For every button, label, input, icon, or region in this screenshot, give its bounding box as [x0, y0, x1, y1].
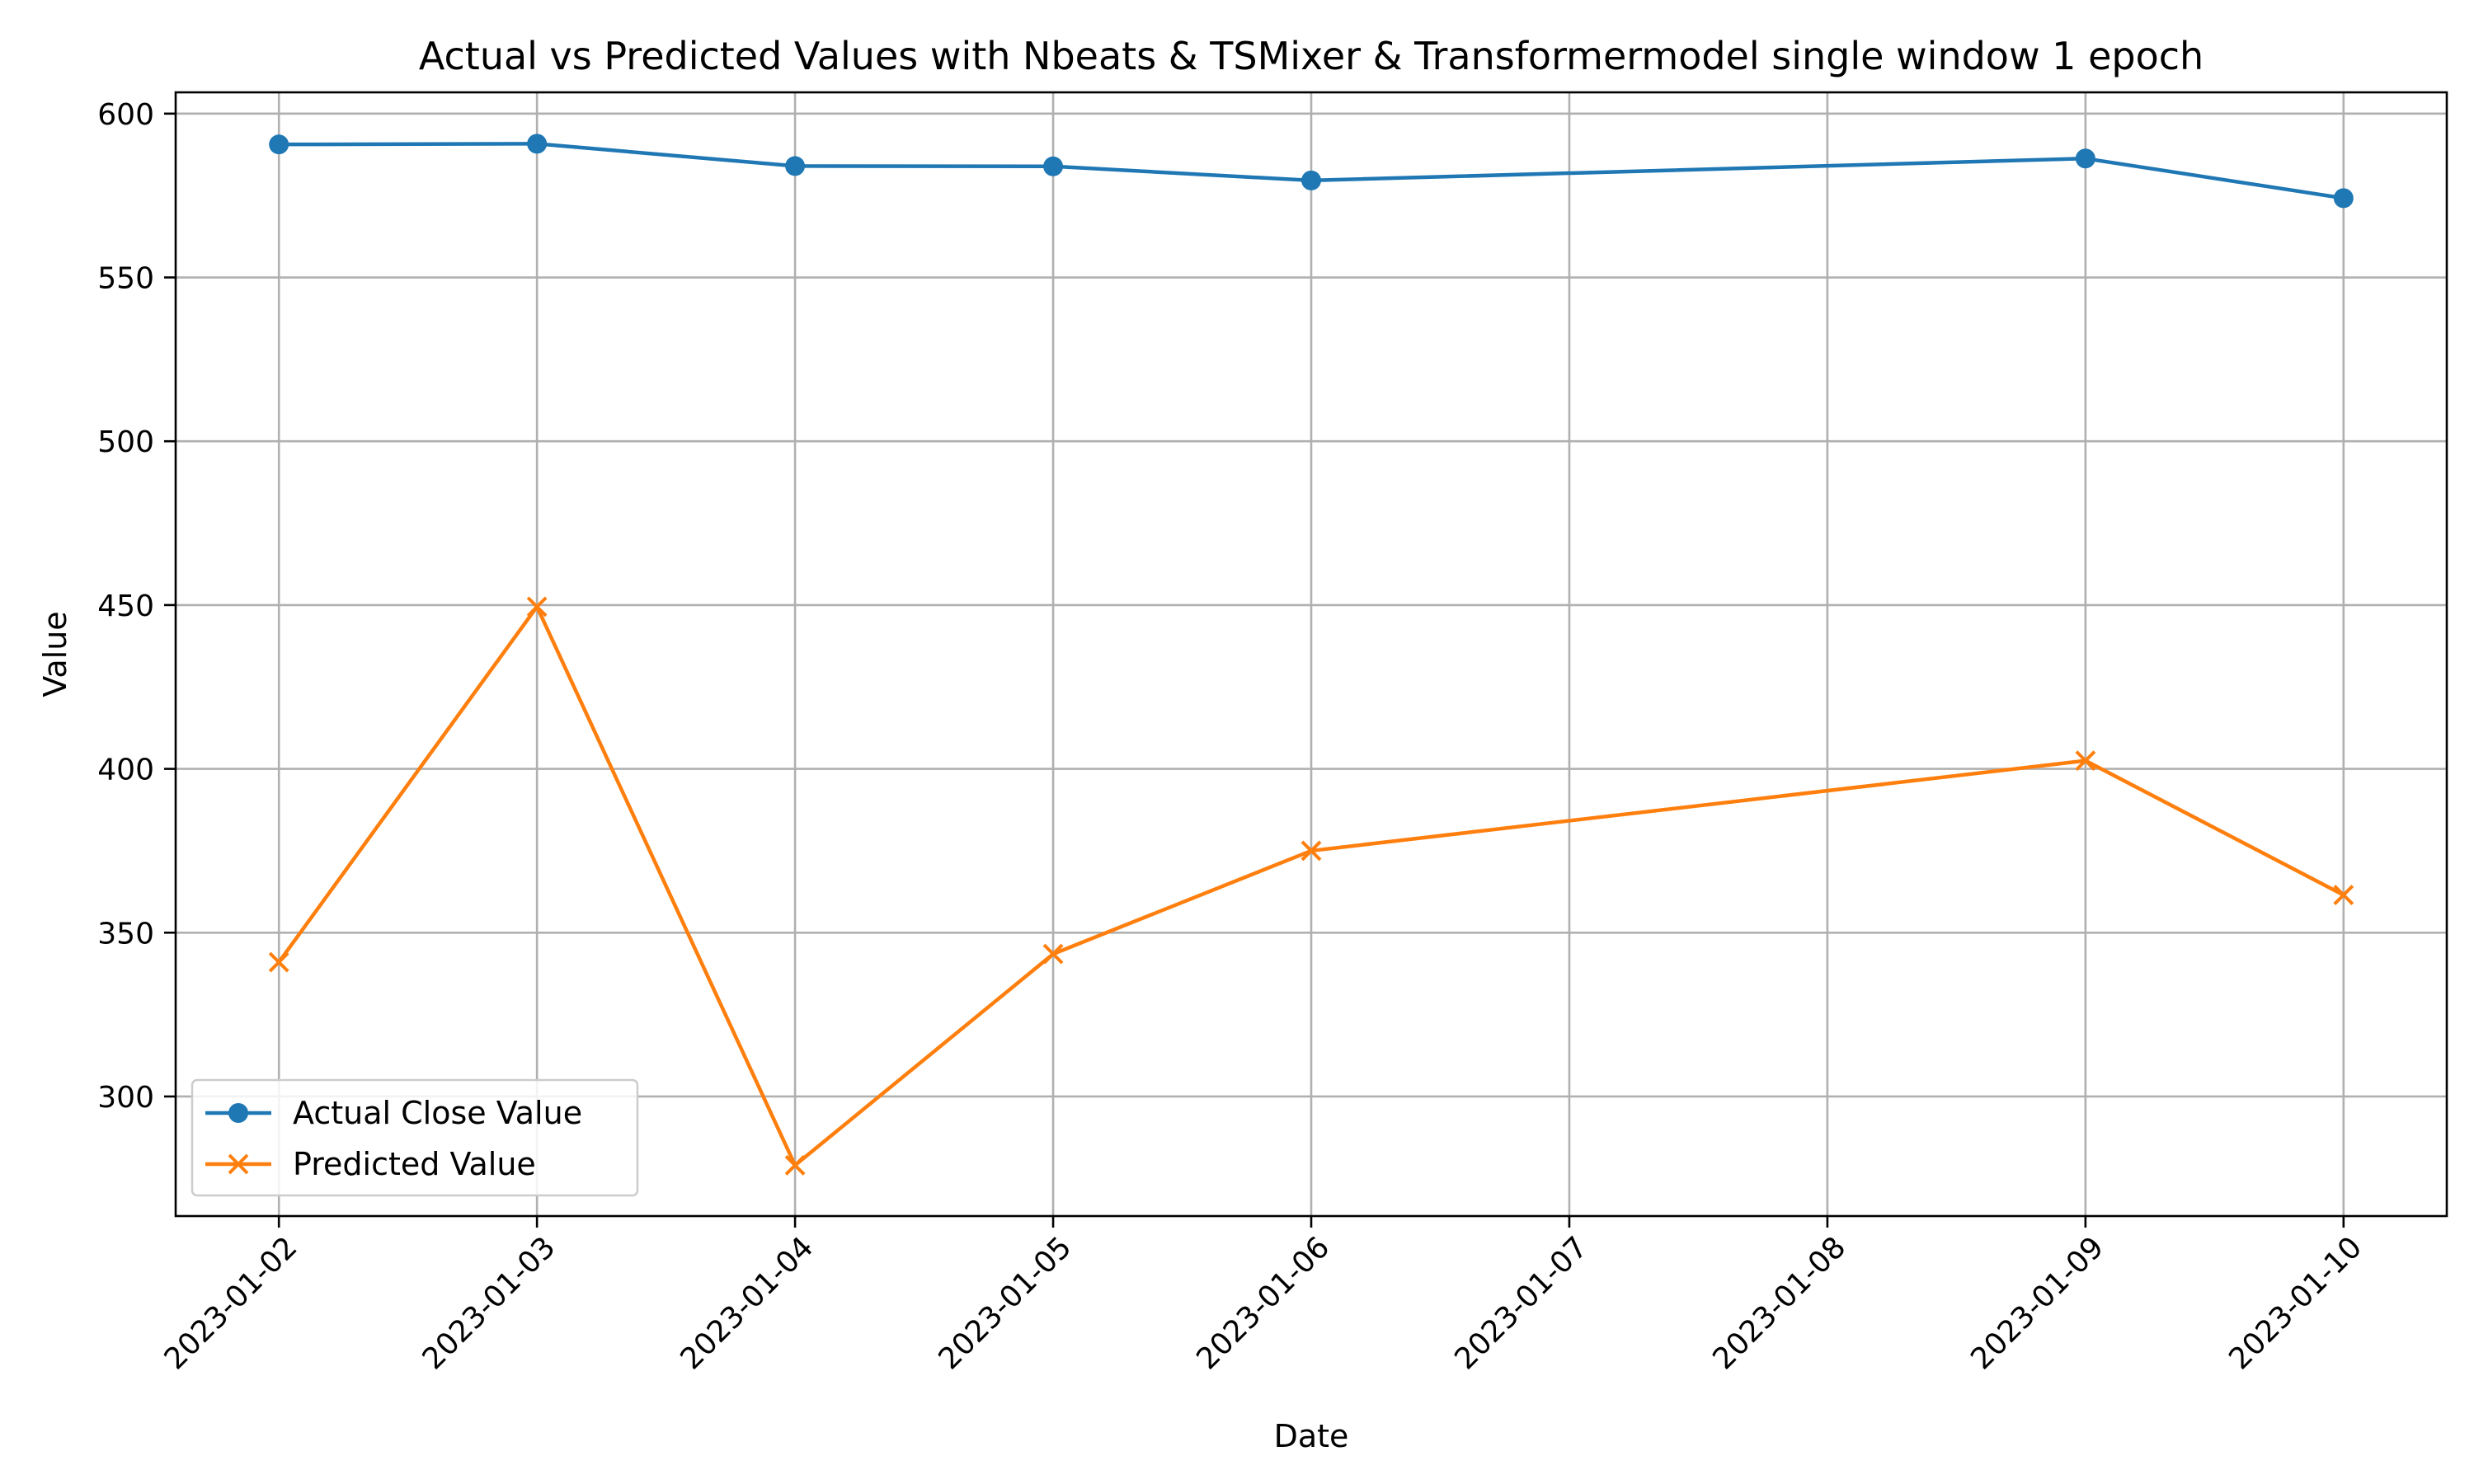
legend-label: Predicted Value [293, 1146, 536, 1182]
data-point [1042, 943, 1064, 965]
series-0 [269, 134, 2354, 209]
data-point [2075, 750, 2096, 772]
legend-label: Actual Close Value [293, 1095, 582, 1131]
y-tick-label: 450 [97, 589, 154, 623]
y-tick-label: 500 [97, 425, 154, 459]
legend-marker [228, 1103, 248, 1123]
legend-item: Actual Close Value [205, 1095, 582, 1131]
data-point [1301, 170, 1321, 190]
grid [176, 92, 2447, 1216]
series-layer [268, 134, 2354, 1176]
data-point [1043, 156, 1064, 176]
y-tick-label: 350 [97, 917, 154, 951]
data-point [526, 596, 548, 618]
data-point [527, 134, 548, 154]
legend-box [190, 1078, 639, 1197]
chart-title: Actual vs Predicted Values with Nbeats &… [419, 34, 2204, 78]
data-point [2333, 885, 2354, 905]
x-axis-label: Date [1274, 1418, 1349, 1454]
data-point [785, 156, 806, 176]
y-tick-label: 550 [97, 262, 154, 296]
data-point [2333, 188, 2354, 209]
data-point [1300, 840, 1322, 862]
legend-item: Predicted Value [205, 1146, 536, 1182]
data-point [268, 951, 289, 973]
series-1 [268, 596, 2354, 1176]
y-tick-label: 300 [97, 1081, 154, 1115]
data-point [784, 1154, 806, 1176]
legend: Actual Close Value Predicted Value [190, 1078, 639, 1197]
y-tick-label: 400 [97, 754, 154, 787]
y-tick-label: 600 [97, 98, 154, 132]
data-point [2075, 148, 2095, 169]
y-axis-label: Value [37, 611, 73, 697]
legend-marker [228, 1153, 249, 1175]
data-point [269, 134, 289, 155]
